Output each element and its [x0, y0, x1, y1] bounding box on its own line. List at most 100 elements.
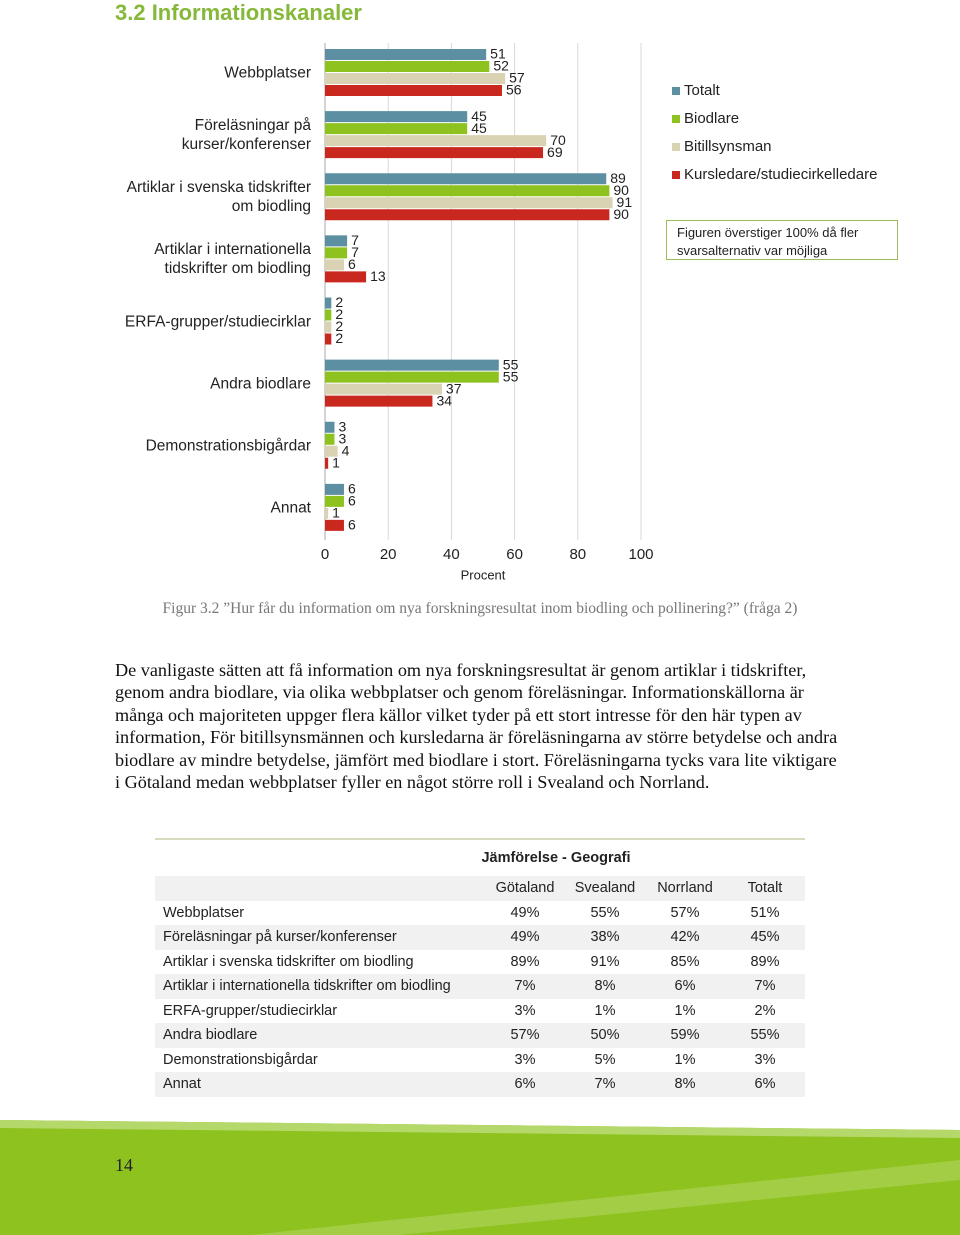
- bar: [325, 135, 547, 147]
- cell: 7%: [725, 974, 805, 999]
- legend-swatch: [672, 115, 680, 123]
- bar: [325, 259, 344, 271]
- value-label: 7: [351, 232, 359, 248]
- bar: [325, 247, 348, 259]
- category-label: Demonstrationsbigårdar: [145, 437, 311, 455]
- table-row: ERFA-grupper/studiecirklar 3% 1% 1% 2%: [155, 999, 805, 1024]
- cell: 55%: [725, 1023, 805, 1048]
- value-label: 51: [490, 46, 506, 62]
- cell: 7%: [565, 1072, 645, 1097]
- x-tick-label: 40: [443, 546, 460, 563]
- header-cell: [155, 876, 485, 901]
- value-label: 3: [338, 418, 346, 434]
- cell: 7%: [485, 974, 565, 999]
- cell: 49%: [485, 925, 565, 950]
- cell: 42%: [645, 925, 725, 950]
- cell: 55%: [590, 904, 620, 921]
- bar: [325, 197, 613, 209]
- value-label: 6: [348, 517, 356, 533]
- value-label: 7: [351, 244, 359, 260]
- bar: [325, 457, 329, 469]
- legend-label: Totalt: [684, 82, 721, 99]
- value-label: 37: [446, 380, 462, 396]
- value-label: 4: [342, 442, 350, 458]
- row-label: Artiklar i internationella tidskrifter o…: [155, 974, 485, 999]
- legend-label: Bitillsynsman: [684, 138, 772, 155]
- category-label: ERFA-grupper/studiecirklar: [124, 313, 311, 330]
- cell: 3%: [514, 1051, 536, 1068]
- value-label: 89: [610, 170, 626, 186]
- bar: [325, 507, 329, 519]
- value-label: 90: [613, 182, 629, 198]
- legend-label: Biodlare: [684, 110, 739, 127]
- category-label: Artiklar i internationella tidskrifter o…: [154, 241, 311, 278]
- x-tick-label: 20: [380, 546, 397, 563]
- x-tick-label: 100: [628, 546, 653, 563]
- bar: [325, 235, 348, 247]
- bar: [325, 333, 332, 345]
- comparison-table: Jämförelse - Geografi Götaland Svealand Nor…: [155, 838, 805, 1097]
- value-label: 45: [471, 120, 487, 136]
- cell: 89%: [510, 953, 540, 970]
- value-label: 91: [617, 194, 633, 210]
- bar: [325, 383, 442, 395]
- category-label: Artiklar i svenska tidskrifter om biodli…: [126, 179, 311, 216]
- cell: 3%: [514, 1002, 536, 1019]
- value-label: 90: [613, 206, 629, 222]
- header-cell: Götaland: [485, 876, 565, 901]
- table-row: Andra biodlare 57% 50% 59% 55%: [155, 1023, 805, 1048]
- value-label: 70: [550, 132, 566, 148]
- x-tick-label: 60: [506, 546, 523, 563]
- value-label: 2: [335, 330, 343, 346]
- value-label: 55: [503, 356, 519, 372]
- cell: 91%: [590, 953, 620, 970]
- table-row: Annat 6% 7% 8% 6%: [155, 1072, 805, 1097]
- bar: [325, 395, 433, 407]
- bar: [325, 433, 335, 445]
- cell: 6%: [725, 1072, 805, 1097]
- bar: [325, 495, 344, 507]
- row-label: Webbplatser: [163, 904, 245, 921]
- legend-swatch: [672, 87, 680, 95]
- value-label: 2: [335, 294, 343, 310]
- cell: 8%: [565, 974, 645, 999]
- row-label: Annat: [155, 1072, 485, 1097]
- heading: 3.2 Informationskanaler: [115, 0, 362, 25]
- value-label: 34: [436, 392, 452, 408]
- table-row: Webbplatser 49% 55% 57% 51%: [155, 901, 805, 926]
- cell: 1%: [594, 1002, 616, 1019]
- bar: [325, 483, 344, 495]
- bar: [325, 209, 610, 221]
- cell: 85%: [670, 953, 700, 970]
- cell: 49%: [510, 904, 540, 921]
- value-label: 2: [335, 306, 343, 322]
- footer-band: [0, 1120, 960, 1235]
- header-cell: Svealand: [565, 876, 645, 901]
- bar: [325, 271, 367, 283]
- category-label: Webbplatser: [224, 64, 311, 82]
- bar: [325, 61, 490, 72]
- value-label: 6: [348, 493, 356, 509]
- category-label: Annat: [270, 499, 311, 517]
- value-label: 6: [348, 256, 356, 272]
- value-label: 52: [493, 58, 509, 74]
- x-tick-label: 80: [569, 546, 586, 563]
- bar: [325, 309, 332, 321]
- row-label: ERFA-grupper/studiecirklar: [163, 1002, 338, 1019]
- x-axis-label: Procent: [461, 567, 506, 582]
- value-label: 55: [503, 368, 519, 384]
- table-row: Artiklar i internationella tidskrifter o…: [155, 974, 805, 999]
- bar: [325, 123, 468, 135]
- row-label: Andra biodlare: [155, 1023, 485, 1048]
- cell: 89%: [750, 953, 780, 970]
- cell: 6%: [485, 1072, 565, 1097]
- cell: 1%: [674, 1051, 696, 1068]
- page-number: 14: [115, 1155, 133, 1175]
- value-label: 6: [348, 481, 356, 497]
- legend-swatch: [672, 143, 680, 151]
- legend-label: Kursledare/studiecirkelledare: [684, 166, 877, 183]
- cell: 5%: [594, 1051, 616, 1068]
- value-label: 56: [506, 82, 522, 98]
- table-title-row: Jämförelse - Geografi: [155, 838, 805, 876]
- header-cell: Totalt: [725, 876, 805, 901]
